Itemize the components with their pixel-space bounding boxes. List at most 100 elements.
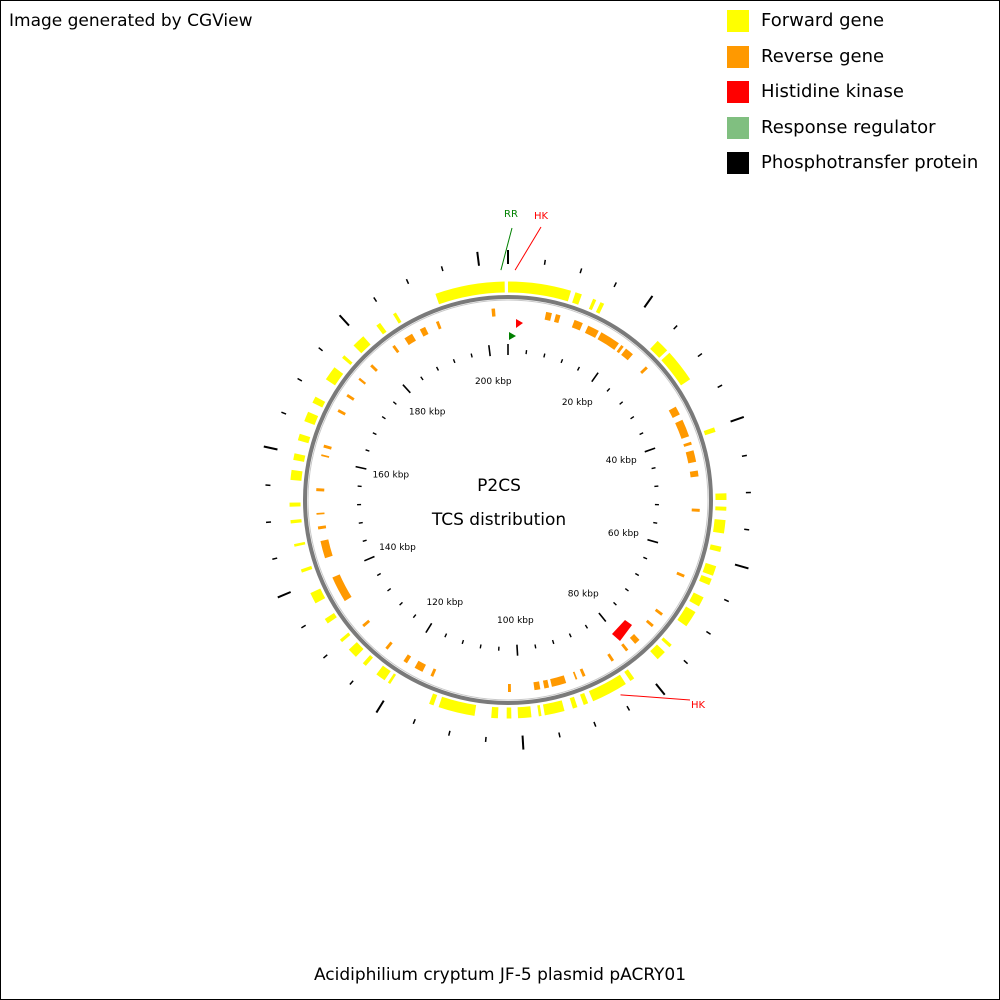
scale-tick [420,376,424,381]
reverse-gene [597,332,619,350]
outer-tick [318,347,324,352]
scale-tick [376,572,382,577]
forward-gene [569,696,578,709]
reverse-gene [533,681,541,691]
cgview-credit: Image generated by CGView [9,11,253,31]
forward-gene [624,669,635,682]
forward-gene [342,355,353,365]
scale-tick [630,416,635,420]
tcs-features: RR HK HK [500,209,705,711]
outer-tick [723,598,730,603]
scale-tick [470,353,473,358]
reverse-gene [584,325,599,338]
scale-tick [452,358,456,364]
reverse-gene [346,393,355,401]
forward-gene [353,336,371,354]
reverse-gene [668,406,680,418]
legend-item-forward-gene: Forward gene [727,8,978,44]
scale-tick [358,521,363,524]
scale-tick [613,601,617,606]
forward-gene [713,519,726,534]
reverse-gene [332,574,352,602]
reverse-gene [629,634,640,644]
outer-tick [579,268,583,274]
scale-tick [639,432,644,436]
outer-tick [717,384,723,389]
forward-gene [376,322,387,335]
reverse-gene [544,311,552,321]
scale-tick [651,467,656,470]
forward-gene [310,588,326,604]
scale-label: 80 kbp [568,590,599,600]
outer-tick [440,266,444,272]
outer-tick [322,654,328,659]
scale-label: 20 kbp [562,398,593,408]
reverse-gene [337,409,346,416]
legend-swatch [727,81,749,103]
rr-label: RR [504,209,518,220]
reverse-gene [403,654,412,664]
outer-tick [558,732,561,738]
scale-label: 100 kbp [497,616,534,626]
map-subtitle: TCS distribution [431,510,566,530]
forward-gene [435,281,505,305]
outer-tick [301,624,307,629]
hk-leader-line [620,694,691,701]
scale-tick [479,644,482,649]
forward-gene [572,292,582,305]
forward-gene [312,396,326,408]
scale-tick [355,465,367,470]
forward-gene [297,433,311,444]
outer-tick [405,278,410,285]
reverse-gene [362,619,371,628]
scale-tick [412,614,417,619]
hk-leader-line [514,226,542,271]
scale-tick [425,622,433,634]
reverse-gene [414,660,426,672]
legend-label: Response regulator [761,116,936,138]
outer-tick [373,297,378,303]
forward-gene [595,302,605,314]
scale-tick [644,447,656,453]
legend-item-phosphotransfer-protein: Phosphotransfer protein [727,150,978,186]
forward-gene [661,352,691,386]
scale-label: 60 kbp [608,529,639,539]
reverse-gene [616,345,624,354]
forward-gene [348,642,364,657]
inner-scale-ticks [355,344,659,656]
legend-label: Phosphotransfer protein [761,152,979,173]
scale-tick [634,572,640,577]
scale-tick [381,416,386,420]
outer-tick [349,680,354,686]
forward-gene [703,427,716,436]
reverse-gene [607,653,615,662]
forward-gene [650,644,665,660]
legend-item-reverse-gene: Reverse gene [727,44,978,80]
outer-tick [697,352,703,358]
forward-gene [293,453,306,462]
forward-gene [362,655,374,666]
forward-gene [517,706,532,719]
reverse-gene [676,571,685,578]
scale-tick [402,384,411,394]
outer-tick [263,445,278,451]
forward-gene [324,612,337,624]
organism-caption: Acidiphilium cryptum JF-5 plasmid pACRY0… [313,965,687,985]
forward-gene [339,632,351,643]
scale-label: 160 kbp [372,470,409,480]
outer-tick [297,377,303,382]
scale-tick [461,639,465,645]
reverse-gene [683,441,692,447]
reverse-gene [553,314,561,324]
scale-tick [516,644,519,656]
outer-tick [683,659,689,665]
forward-gene [507,281,572,302]
scale-tick [653,521,658,524]
forward-gene [699,574,712,586]
scale-tick [488,345,491,357]
hk-marker [612,620,632,641]
scale-tick [362,539,367,542]
forward-gene [300,565,313,573]
